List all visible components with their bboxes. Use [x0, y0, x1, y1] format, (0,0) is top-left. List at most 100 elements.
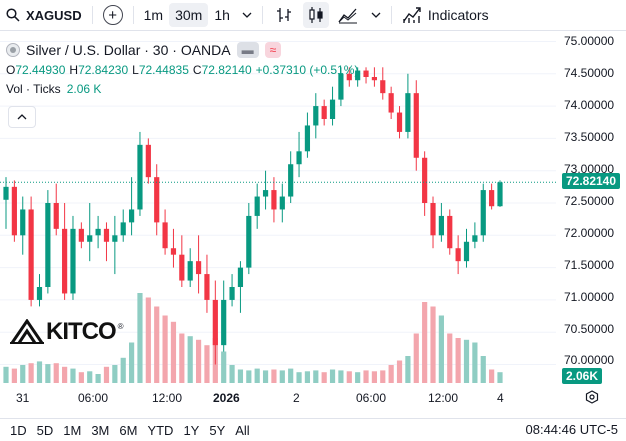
clock[interactable]: 08:44:46 UTC-5 — [525, 422, 619, 437]
range-5y[interactable]: 5Y — [209, 422, 226, 438]
range-5d[interactable]: 5D — [36, 422, 54, 438]
candle-body — [447, 215, 453, 249]
candle-body — [221, 299, 227, 346]
volume-bar — [438, 315, 444, 383]
volume-bar — [187, 336, 193, 383]
volume-bar — [262, 370, 269, 383]
candle-body — [480, 190, 486, 236]
volume-bar — [195, 339, 202, 383]
volume-bar — [472, 342, 478, 383]
candle-body — [489, 190, 495, 207]
indicators-label: Indicators — [427, 7, 489, 23]
volume-bar — [36, 361, 43, 383]
candle-body — [355, 70, 361, 81]
volume-bar — [455, 338, 461, 383]
bar-chart-type-button[interactable] — [271, 2, 297, 28]
area-chart-type-button[interactable] — [335, 2, 361, 28]
registered-mark: ® — [117, 322, 124, 331]
range-6m[interactable]: 6M — [119, 422, 138, 438]
candle-body — [212, 299, 218, 346]
volume-bar — [237, 369, 244, 383]
candle-body — [36, 287, 43, 300]
approx-icon: ≈ — [269, 43, 277, 57]
candle-body — [20, 209, 26, 236]
time-axis-label: 4 — [497, 391, 504, 405]
settings-icon[interactable] — [585, 390, 599, 404]
volume-indicator-value: 2.06 K — [66, 82, 102, 96]
volume-bar — [321, 372, 327, 383]
price-axis-label: 71.00000 — [564, 290, 615, 304]
candle-body — [103, 228, 110, 242]
candle-body — [145, 144, 151, 178]
volume-bar — [313, 370, 319, 383]
volume-bar — [28, 363, 34, 383]
indicators-button[interactable]: Indicators — [396, 0, 495, 30]
candle-body — [28, 209, 34, 300]
close-value: 72.82140 — [201, 62, 252, 77]
time-axis-label: 06:00 — [78, 391, 109, 405]
price-axis-label: 74.00000 — [564, 98, 615, 112]
candle-body — [195, 261, 202, 275]
price-axis[interactable]: 75.00000 74.50000 74.00000 73.50000 73.0… — [556, 31, 626, 387]
candle-body — [237, 267, 244, 287]
candle-body — [304, 125, 311, 152]
volume-bar — [137, 293, 143, 383]
collapse-legend-button[interactable] — [8, 106, 36, 128]
range-3m[interactable]: 3M — [91, 422, 110, 438]
compare-indicator-button[interactable]: ≈ — [264, 42, 282, 58]
candle-body — [463, 241, 470, 262]
volume-bar — [20, 365, 26, 383]
range-1y[interactable]: 1Y — [183, 422, 200, 438]
range-bar: 1D 5D 1M 3M 6M YTD 1Y 5Y All 08:44:46 UT… — [0, 418, 626, 441]
symbol-search[interactable]: XAGUSD — [0, 0, 88, 30]
volume-bar — [53, 363, 59, 383]
kitco-wordmark: KITCO — [46, 318, 117, 345]
range-1m[interactable]: 1M — [63, 422, 82, 438]
candle-body — [162, 222, 168, 249]
volume-bar — [355, 372, 361, 383]
candle-body — [229, 287, 235, 300]
change-value: +0.37310 (+0.51%) — [255, 62, 359, 77]
time-axis-label: 31 — [16, 391, 30, 405]
volume-bar — [11, 368, 17, 383]
interval-dropdown[interactable] — [236, 0, 258, 30]
volume-bar — [3, 366, 9, 383]
hide-series-button[interactable]: ▬ — [236, 42, 259, 58]
volume-bar — [388, 365, 394, 383]
interval-1m[interactable]: 1m — [143, 7, 164, 23]
range-ytd[interactable]: YTD — [147, 422, 174, 438]
candle-body — [413, 93, 419, 158]
time-axis[interactable]: 31 06:00 12:00 2026 2 06:00 12:00 4 — [0, 387, 556, 409]
candle-body — [70, 228, 76, 294]
chart-type-dropdown[interactable] — [365, 0, 387, 30]
volume-bar — [254, 368, 260, 383]
high-value: 72.84230 — [78, 62, 129, 77]
interval-1h[interactable]: 1h — [214, 7, 230, 23]
candles-chart-type-button[interactable] — [302, 2, 329, 28]
volume-bar — [489, 369, 495, 383]
divider — [91, 6, 93, 24]
open-value: 72.44930 — [15, 62, 66, 77]
search-icon — [6, 8, 20, 22]
volume-bar — [112, 365, 118, 383]
volume-bar — [413, 333, 419, 383]
volume-bar — [497, 372, 503, 383]
candle-body — [53, 203, 59, 229]
volume-bar — [128, 342, 135, 383]
candle-body — [288, 164, 294, 197]
volume-bar — [87, 371, 93, 383]
volume-bar — [78, 372, 84, 383]
interval-30m[interactable]: 30m — [169, 3, 209, 27]
time-axis-label: 12:00 — [152, 391, 183, 405]
price-chart[interactable] — [0, 31, 556, 387]
ohlc-values: O 72.44930 H 72.84230 L 72.44835 C 72.82140 … — [6, 62, 359, 77]
candle-body — [497, 182, 503, 207]
symbol-label: XAGUSD — [26, 7, 82, 23]
price-axis-label: 71.50000 — [564, 258, 615, 272]
price-axis-label: 70.00000 — [564, 353, 615, 367]
minus-icon: ▬ — [241, 43, 254, 57]
compare-button[interactable]: + — [97, 0, 129, 30]
range-all[interactable]: All — [235, 422, 250, 438]
volume-indicator-label[interactable]: Vol · Ticks — [6, 82, 61, 96]
range-1d[interactable]: 1D — [10, 422, 27, 438]
